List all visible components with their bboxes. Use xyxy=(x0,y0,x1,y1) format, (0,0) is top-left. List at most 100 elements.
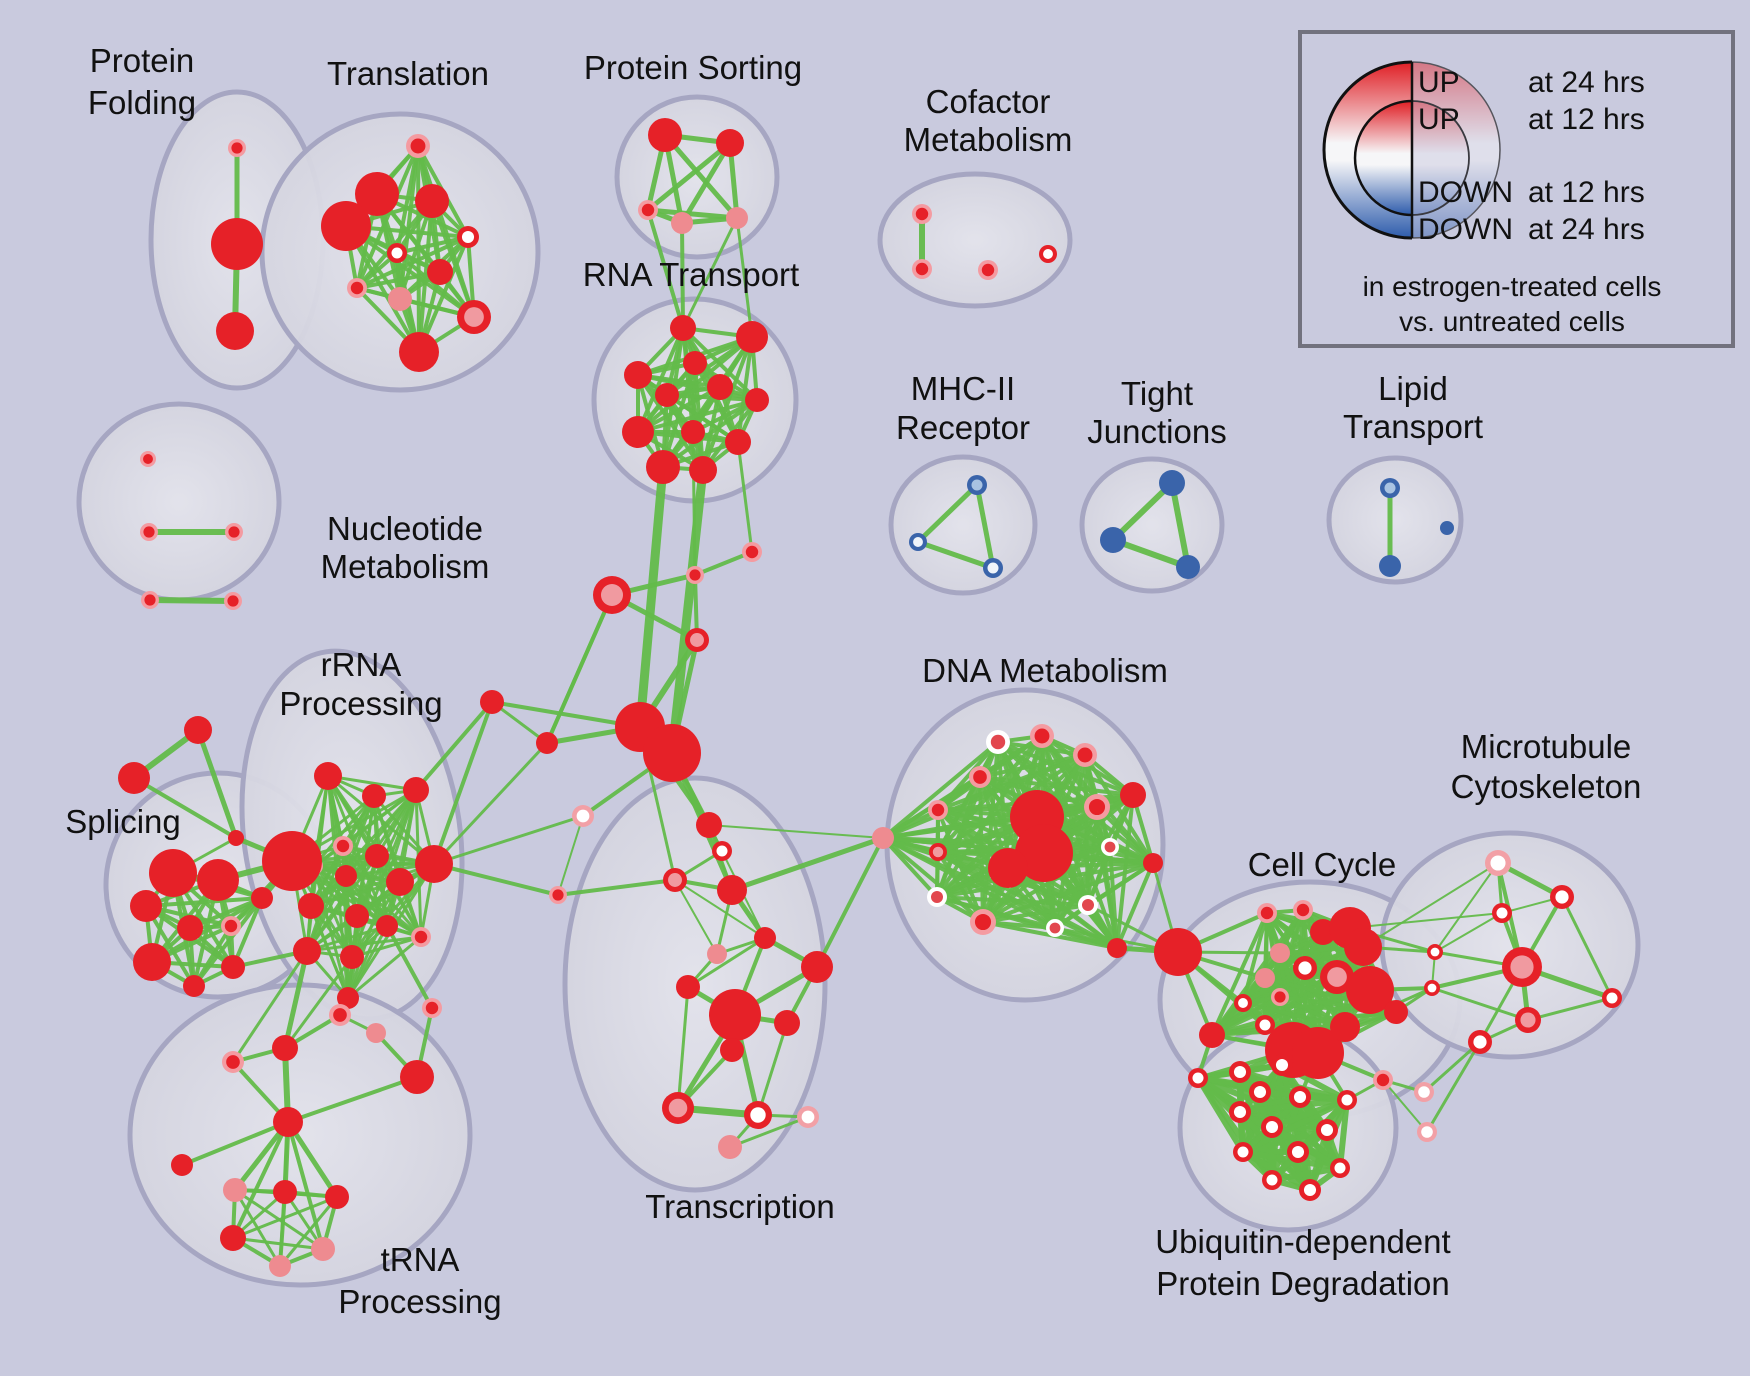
edge xyxy=(915,539,996,571)
node-core xyxy=(1334,1162,1346,1174)
node xyxy=(422,998,442,1018)
node xyxy=(1255,968,1275,988)
node-core xyxy=(600,583,624,607)
node xyxy=(801,951,833,983)
node-core xyxy=(391,247,403,259)
node-dot xyxy=(754,927,776,949)
node xyxy=(133,943,171,981)
node xyxy=(184,716,212,744)
cluster-label-mhc-ii-receptor: MHC-II Receptor xyxy=(896,370,1030,446)
node-core xyxy=(1238,998,1248,1008)
node xyxy=(1468,1030,1492,1054)
cluster-label-rna-transport: RNA Transport xyxy=(583,256,799,293)
edge xyxy=(636,373,759,402)
node-dot xyxy=(480,690,504,714)
node xyxy=(736,321,768,353)
node xyxy=(457,226,479,248)
node xyxy=(225,523,243,541)
node-dot xyxy=(718,1135,742,1159)
edge xyxy=(1115,861,1155,950)
edge xyxy=(1086,845,1112,907)
node xyxy=(1015,824,1073,882)
node xyxy=(1101,838,1119,856)
node-dot xyxy=(1255,968,1275,988)
node xyxy=(536,732,558,754)
node-core xyxy=(932,846,944,858)
edge xyxy=(346,880,402,1000)
node-dot xyxy=(707,944,727,964)
cluster-label-lipid-transport: Lipid Transport xyxy=(1343,370,1483,445)
node xyxy=(754,927,776,949)
edge xyxy=(231,1195,339,1240)
node xyxy=(1270,943,1290,963)
node-dot xyxy=(177,915,203,941)
node xyxy=(745,388,769,412)
node xyxy=(415,845,453,883)
cluster-shape-mhc-ii-receptor xyxy=(888,454,1038,596)
edge xyxy=(662,132,740,221)
edge xyxy=(278,1190,287,1268)
node xyxy=(1330,1012,1360,1042)
cluster-label-splicing: Splicing xyxy=(65,803,181,840)
edge xyxy=(1110,480,1175,543)
edge xyxy=(1560,895,1614,1000)
legend-up12-time: at 12 hrs xyxy=(1528,103,1645,136)
edge xyxy=(192,896,264,988)
node xyxy=(716,129,744,157)
node xyxy=(549,886,567,904)
node xyxy=(927,887,947,907)
cluster-shape-lipid-transport xyxy=(1326,455,1464,585)
node-core xyxy=(333,1008,347,1022)
node-dot xyxy=(386,868,414,896)
node-dot xyxy=(321,201,371,251)
edge xyxy=(385,924,434,1010)
node-dot xyxy=(1292,1027,1344,1079)
node-core xyxy=(1275,1058,1289,1072)
edge xyxy=(346,854,379,1000)
node xyxy=(337,987,359,1009)
node xyxy=(273,1107,303,1137)
node-dot xyxy=(133,943,171,981)
node xyxy=(1550,885,1574,909)
node xyxy=(969,766,991,788)
node xyxy=(1330,1158,1350,1178)
node-core xyxy=(1473,1035,1487,1049)
node xyxy=(1176,555,1200,579)
legend-up24-time: at 24 hrs xyxy=(1528,66,1645,99)
node-dot xyxy=(872,827,894,849)
node xyxy=(662,1092,694,1124)
node xyxy=(140,451,156,467)
edge xyxy=(736,440,754,554)
node-dot xyxy=(988,848,1028,888)
edge xyxy=(286,1120,325,1251)
node xyxy=(211,218,263,270)
node-dot xyxy=(273,1107,303,1137)
edge xyxy=(326,774,418,792)
node xyxy=(774,1010,800,1036)
node-core xyxy=(1606,992,1618,1004)
node xyxy=(1255,1015,1275,1035)
cluster-shape-nucleotide-metabolism xyxy=(76,401,282,603)
node-core xyxy=(1418,1086,1430,1098)
node-dot xyxy=(211,218,263,270)
node-dot xyxy=(648,118,682,152)
node xyxy=(149,849,197,897)
node-dot xyxy=(622,416,654,448)
node-dot xyxy=(1379,555,1401,577)
edge xyxy=(432,862,560,897)
edge xyxy=(147,597,236,604)
node xyxy=(1344,928,1382,966)
node xyxy=(1320,960,1354,994)
node xyxy=(118,762,150,794)
edge xyxy=(1169,480,1191,570)
node xyxy=(1030,724,1054,748)
node xyxy=(912,259,932,279)
node xyxy=(293,937,321,965)
node-core xyxy=(1260,906,1274,920)
edge xyxy=(282,948,310,1051)
node-core xyxy=(1274,991,1286,1003)
edge xyxy=(1110,537,1191,570)
node-dot xyxy=(335,865,357,887)
node-core xyxy=(971,479,983,491)
node-dot xyxy=(1159,470,1185,496)
